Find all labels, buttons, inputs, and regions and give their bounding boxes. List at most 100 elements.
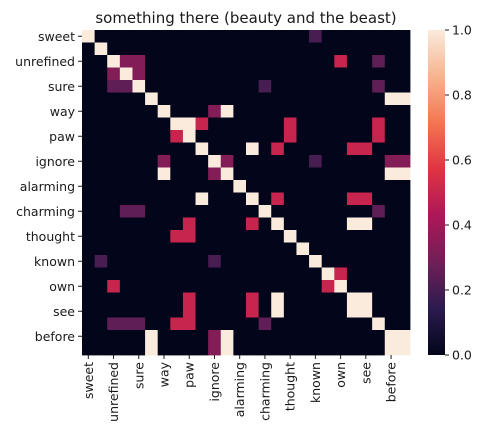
heatmap-cell (246, 142, 260, 156)
heatmap-cell (372, 292, 386, 306)
heatmap-cell (384, 242, 398, 256)
heatmap-cell (170, 192, 184, 206)
heatmap-cell (321, 67, 335, 81)
heatmap-cell (195, 130, 209, 143)
heatmap-cell (208, 80, 222, 93)
heatmap-cell (271, 42, 285, 56)
heatmap-cell (321, 330, 335, 343)
x-tick-label: paw (182, 362, 197, 388)
heatmap-cell (195, 217, 209, 231)
heatmap-cell (107, 317, 121, 331)
heatmap-cell (107, 305, 121, 318)
heatmap-cell (233, 305, 247, 318)
heatmap-cell (107, 242, 121, 256)
heatmap-cell (359, 92, 373, 106)
heatmap-cell (233, 317, 247, 331)
heatmap-cell (208, 192, 222, 206)
heatmap-cell (220, 230, 234, 243)
heatmap-cell (321, 42, 335, 56)
heatmap-cell (220, 267, 234, 281)
heatmap-cell (195, 192, 209, 206)
heatmap-cell (246, 42, 260, 56)
y-tick-label: thought (26, 229, 75, 244)
heatmap-cell (132, 242, 146, 256)
heatmap-cell (233, 217, 247, 231)
heatmap-cell (321, 280, 335, 293)
heatmap-cell (82, 292, 96, 306)
heatmap-cell (195, 255, 209, 268)
colorbar-tick-label: 0.8 (452, 88, 472, 103)
heatmap-cell (296, 42, 310, 56)
heatmap-cell (94, 55, 108, 68)
heatmap-cell (346, 317, 360, 331)
y-tick-label: sweet (38, 29, 75, 44)
heatmap-cell (170, 280, 184, 293)
heatmap-cell (107, 117, 121, 131)
heatmap-cell (246, 92, 260, 106)
heatmap-cell (258, 80, 272, 93)
heatmap-cell (119, 292, 133, 306)
heatmap-cell (346, 117, 360, 131)
heatmap-cell (145, 342, 159, 356)
heatmap-cell (397, 67, 411, 81)
heatmap-cell (384, 330, 398, 343)
heatmap-cell (82, 80, 96, 93)
heatmap-cell (397, 167, 411, 181)
heatmap-cell (107, 142, 121, 156)
heatmap-cell (182, 317, 196, 331)
heatmap-cell (157, 155, 171, 168)
heatmap-cell (359, 42, 373, 56)
heatmap-cell (208, 330, 222, 343)
heatmap-cell (132, 142, 146, 156)
heatmap-cell (321, 317, 335, 331)
heatmap-cell (82, 205, 96, 218)
heatmap-cell (283, 255, 297, 268)
heatmap-cell (258, 217, 272, 231)
heatmap-cell (384, 292, 398, 306)
heatmap-cell (119, 180, 133, 193)
x-tick-label: known (308, 362, 323, 403)
x-axis-ticks: sweet unrefined sure way paw ignore alarming ch… (81, 355, 399, 422)
heatmap-cell (94, 317, 108, 331)
heatmap-cell (94, 280, 108, 293)
heatmap-cell (346, 167, 360, 181)
heatmap-cell (132, 192, 146, 206)
heatmap-cell (182, 42, 196, 56)
heatmap-cell (321, 142, 335, 156)
heatmap-cell (258, 30, 272, 43)
heatmap-cell (334, 280, 348, 293)
heatmap-cell (182, 30, 196, 43)
heatmap-cell (384, 42, 398, 56)
heatmap-cell (107, 217, 121, 231)
heatmap-cell (271, 92, 285, 106)
heatmap-cell (107, 155, 121, 168)
heatmap-cell (82, 30, 96, 43)
heatmap-cell (334, 217, 348, 231)
heatmap-cell (94, 155, 108, 168)
heatmap-cell (182, 130, 196, 143)
heatmap-cell (397, 180, 411, 193)
heatmap-cell (182, 155, 196, 168)
heatmap-cell (309, 267, 323, 281)
heatmap-cell (107, 267, 121, 281)
heatmap-cell (346, 217, 360, 231)
heatmap-cell (372, 80, 386, 93)
heatmap-cell (94, 167, 108, 181)
heatmap-cell (321, 105, 335, 118)
heatmap-cell (119, 55, 133, 68)
heatmap-cell (220, 217, 234, 231)
heatmap-cell (359, 217, 373, 231)
heatmap-cell (132, 267, 146, 281)
heatmap-cell (283, 305, 297, 318)
heatmap-cell (82, 192, 96, 206)
heatmap-cell (119, 255, 133, 268)
heatmap-cell (119, 42, 133, 56)
heatmap-cell (397, 92, 411, 106)
heatmap-cell (334, 242, 348, 256)
heatmap-cell (271, 30, 285, 43)
heatmap-cell (397, 330, 411, 343)
heatmap-cell (334, 330, 348, 343)
heatmap-cell (346, 292, 360, 306)
heatmap-cell (157, 105, 171, 118)
heatmap-cell (321, 255, 335, 268)
